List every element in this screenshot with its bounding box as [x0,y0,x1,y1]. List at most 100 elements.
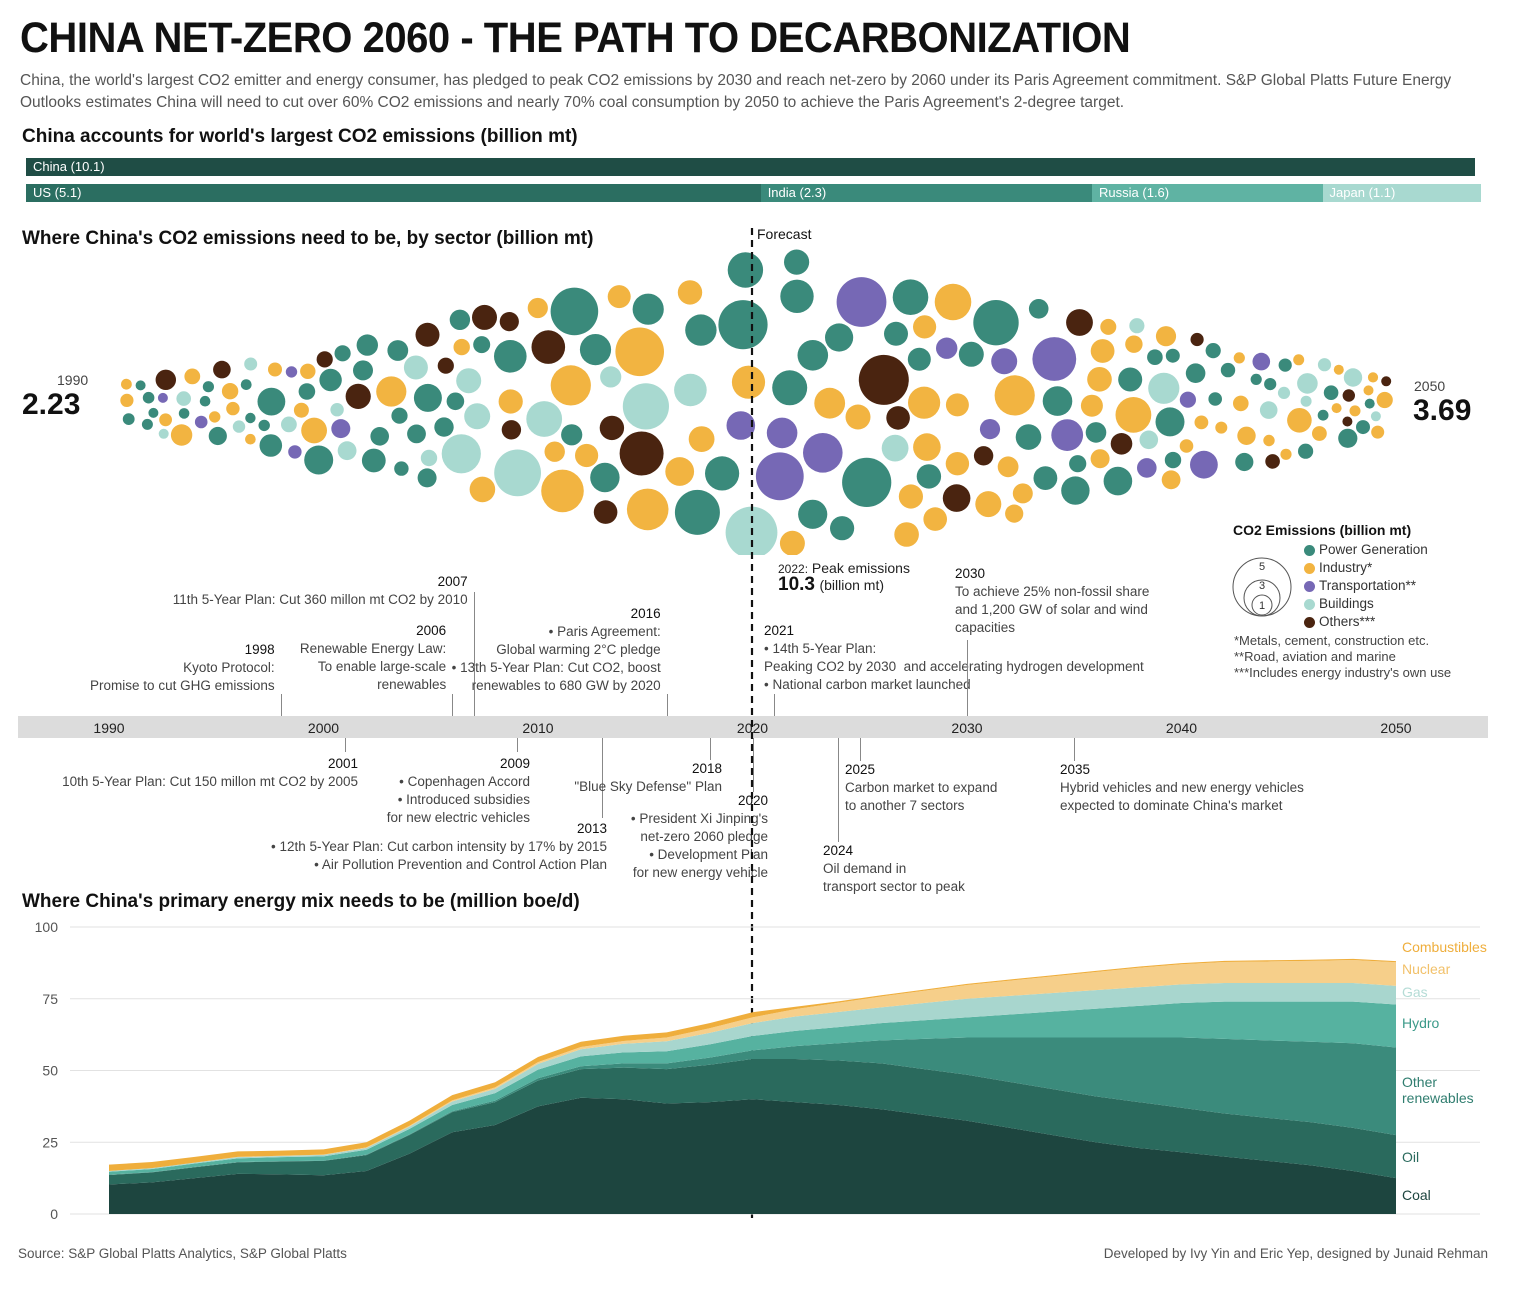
sector-bubble [121,378,132,390]
sector-bubble [1263,434,1275,447]
sector-bubble [973,300,1019,346]
sector-bubble [780,279,814,313]
footer-source: Source: S&P Global Platts Analytics, S&P… [18,1246,347,1261]
industry-dot-icon [1304,562,1315,574]
event-text: • 12th 5-Year Plan: Cut carbon intensity… [271,839,607,872]
emitter-bar-label-0: US (5.1) [33,185,82,200]
axis-year-2020: 2020 [736,720,769,736]
sector-bubble [942,484,971,512]
sector-bubble [178,408,190,419]
sector-bubble [674,489,720,535]
sector-bubble [1190,450,1218,479]
sector-bubble [1250,373,1262,385]
sector-bubble [881,434,909,462]
sector-bubble [1032,337,1077,381]
sector-bubble [898,484,924,509]
legend-title: CO2 Emissions (billion mt) [1233,522,1412,538]
timeline-event-2006: 2006 Renewable Energy Law: To enable larg… [300,622,446,694]
intro-text: China, the world's largest CO2 emitter a… [20,72,1452,111]
buildings-dot-icon [1304,598,1315,610]
sector-bubble [892,279,929,315]
event-text: • President Xi Jinping's net-zero 2060 p… [630,811,768,880]
sector-bubble [1233,352,1245,364]
sector-bubble [825,323,854,352]
sector-bubble [884,321,908,346]
sector-bubble [494,340,527,373]
sector-bubble [561,424,583,446]
sector-bubble [541,469,584,513]
china-bar-label: China (10.1) [33,159,105,174]
sector-bubble [453,338,470,356]
layer-label-3: Hydro [1402,1015,1440,1031]
y-tick-label: 100 [35,919,59,935]
sector-bubble [1323,385,1339,400]
sector-bubble [1147,349,1163,365]
others-dot-icon [1304,616,1315,628]
sector-bubble [913,315,937,339]
peak-label: Peak emissions [811,560,910,576]
sector-bubble [718,300,768,350]
event-year: 2018 [691,761,722,776]
timeline-tick [666,694,668,716]
event-year: 2035 [1060,762,1091,777]
sector-bubble [1278,358,1292,372]
sector-bubble [1066,309,1093,336]
emitter-bar-0 [26,184,761,202]
axis-year-1990: 1990 [93,720,125,736]
sector-bubble [674,373,707,407]
emitter-bar-1 [760,184,1093,202]
sector-bubble [600,366,622,388]
sector-bubble [1012,483,1033,504]
legend-others-label: Others*** [1319,614,1376,629]
sector-bubble [1363,385,1374,396]
sector-bubble [1061,476,1090,505]
axis-year-2030: 2030 [951,720,983,736]
legend-power-label: Power Generation [1319,542,1428,557]
timeline-event-2009: 2009 • Copenhagen Accord • Introduced sub… [387,755,530,827]
sector-bubble [1364,398,1375,409]
sector-bubble [298,383,316,400]
peak-year: 2022: [778,562,809,576]
sector-bubble [499,312,519,332]
y-tick-label: 25 [42,1134,58,1150]
sector-bubble [148,407,159,418]
timeline-event-2035: 2035 Hybrid vehicles and new energy vehic… [1060,761,1304,815]
sector-bubble [245,433,256,445]
sector-bubble [1233,395,1249,412]
sector-bubble [665,457,695,486]
sector-bubble [304,445,334,475]
sector-bubble [1381,376,1392,387]
sector-bubble [526,401,563,437]
timeline-event-2030: 2030 To achieve 25% non-fossil share and … [955,565,1149,637]
timeline-tick [602,738,604,818]
sector-bubble [226,401,240,416]
timeline-tick [344,738,346,752]
peak-unit: (billion mt) [819,577,885,593]
forecast-label: Forecast [757,226,812,242]
sector-bubble [142,391,155,404]
sector-bubble [858,354,909,405]
event-text: "Blue Sky Defense" Plan [574,779,722,794]
sector-bubble [1331,403,1342,414]
area-nuclear [109,960,1396,1171]
sector-bubble [677,280,703,305]
event-text: To achieve 25% non-fossil share and 1,20… [955,584,1150,635]
sector-bubble [1110,433,1133,455]
sector-bubble [1317,409,1329,421]
sector-bubble [1264,378,1277,391]
legend-buildings-label: Buildings [1319,596,1374,611]
sector-bubble [1005,504,1024,523]
sector-bubble [155,369,176,390]
sector-bubble [208,426,227,446]
sector-bubble [1103,466,1133,496]
legend-transport-label: Transportation** [1319,578,1417,593]
timeline-tick [1074,738,1076,761]
sector-bubble [1342,416,1353,427]
sector-bubble [319,368,342,392]
sector-bubble [417,468,437,488]
timeline-event-2020: 2020 • President Xi Jinping's net-zero 20… [631,792,768,882]
event-text: • Copenhagen Accord • Introduced subsidi… [386,774,530,825]
sector-bubble [285,366,298,378]
sector-bubble [293,402,309,418]
event-year: 2016 [630,606,661,621]
